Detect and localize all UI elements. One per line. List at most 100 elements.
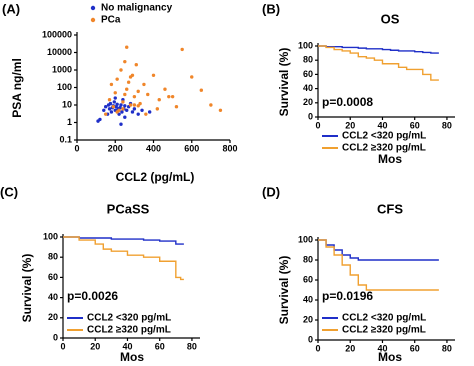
point xyxy=(118,106,122,110)
point xyxy=(120,110,124,114)
point xyxy=(199,88,204,92)
point xyxy=(144,112,148,116)
survival-curve xyxy=(318,45,439,81)
point xyxy=(128,103,133,107)
survival-curve xyxy=(63,236,184,281)
y-tick-label: 0 xyxy=(308,334,313,344)
x-tick-label: 0 xyxy=(315,120,320,130)
point xyxy=(113,96,117,100)
point xyxy=(115,77,119,81)
y-axis-label: Survival (%) xyxy=(277,256,291,325)
point xyxy=(174,104,179,109)
x-tick-label: 60 xyxy=(410,343,420,353)
point xyxy=(112,100,116,104)
y-tick-label: 0 xyxy=(53,332,58,342)
y-axis-label: PSA ng/ml xyxy=(10,58,24,118)
point xyxy=(134,63,138,67)
x-tick-label: 40 xyxy=(122,341,132,351)
y-tick-label: 100000 xyxy=(42,29,72,39)
panel-label: (C) xyxy=(0,184,18,199)
point xyxy=(123,104,127,108)
y-tick-label: 100 xyxy=(298,40,313,50)
point xyxy=(163,87,167,91)
x-tick-label: 0 xyxy=(74,143,79,153)
chart-title: PCaSS xyxy=(107,201,150,216)
x-tick-label: 0 xyxy=(60,341,65,351)
point xyxy=(218,108,223,112)
x-tick-label: 80 xyxy=(442,343,452,353)
point xyxy=(123,59,127,64)
panel-label: (A) xyxy=(2,1,20,16)
point xyxy=(109,110,114,114)
point xyxy=(121,107,125,111)
panel-label: (D) xyxy=(262,184,280,199)
y-tick-label: 60 xyxy=(303,69,313,79)
point xyxy=(142,82,146,87)
x-tick-label: 40 xyxy=(377,343,387,353)
legend-label: CCL2 <320 pg/mL xyxy=(342,313,426,324)
y-tick-label: 20 xyxy=(303,97,313,107)
point xyxy=(125,87,129,91)
point xyxy=(115,102,119,106)
point xyxy=(138,101,142,106)
point xyxy=(132,103,137,107)
x-axis-label: Mos xyxy=(378,350,402,364)
x-axis-label: Mos xyxy=(378,152,402,166)
y-tick-label: 60 xyxy=(48,272,58,282)
point xyxy=(151,73,156,77)
y-axis-label: Survival (%) xyxy=(20,254,34,323)
point xyxy=(115,110,119,114)
point xyxy=(113,91,117,95)
survival-curve xyxy=(318,239,439,291)
legend-marker xyxy=(90,5,96,11)
point xyxy=(123,115,127,119)
chart-title: CFS xyxy=(377,201,403,216)
point xyxy=(96,119,100,123)
legend-label: CCL2 ≥320 pg/mL xyxy=(87,325,171,336)
point xyxy=(103,104,108,109)
x-axis-label: CCL2 (pg/mL) xyxy=(116,170,195,184)
x-tick-label: 40 xyxy=(377,120,387,130)
point xyxy=(140,108,144,112)
y-tick-label: 100 xyxy=(57,82,72,92)
legend-marker xyxy=(90,17,96,23)
x-axis-label: Mos xyxy=(120,350,144,364)
point xyxy=(132,107,137,111)
point xyxy=(180,47,184,52)
point xyxy=(170,94,175,99)
x-tick-label: 80 xyxy=(187,341,197,351)
y-tick-label: 80 xyxy=(303,254,313,264)
y-tick-label: 20 xyxy=(48,312,58,322)
x-tick-label: 20 xyxy=(345,343,355,353)
point xyxy=(109,82,114,87)
survival-curve xyxy=(63,236,184,245)
y-tick-label: 10 xyxy=(62,99,72,109)
point xyxy=(125,45,129,49)
legend-label: No malignancy xyxy=(101,3,173,14)
y-tick-label: 20 xyxy=(303,314,313,324)
point xyxy=(155,107,160,111)
point xyxy=(190,75,194,79)
point xyxy=(167,94,171,99)
x-tick-label: 400 xyxy=(146,143,161,153)
x-tick-label: 20 xyxy=(345,120,355,130)
point xyxy=(136,89,140,94)
x-tick-label: 60 xyxy=(410,120,420,130)
point xyxy=(146,92,150,97)
point xyxy=(107,107,112,111)
point xyxy=(102,108,106,112)
point xyxy=(119,103,123,107)
point xyxy=(126,80,131,84)
y-tick-label: 1000 xyxy=(52,64,72,74)
y-tick-label: 100 xyxy=(43,231,58,241)
point xyxy=(157,98,161,102)
point xyxy=(125,108,129,112)
point xyxy=(123,92,127,97)
y-axis-label: Survival (%) xyxy=(277,48,291,117)
point xyxy=(117,112,121,116)
y-tick-label: 40 xyxy=(303,83,313,93)
point xyxy=(121,100,125,104)
chart-title: OS xyxy=(381,11,400,26)
point xyxy=(209,103,213,107)
